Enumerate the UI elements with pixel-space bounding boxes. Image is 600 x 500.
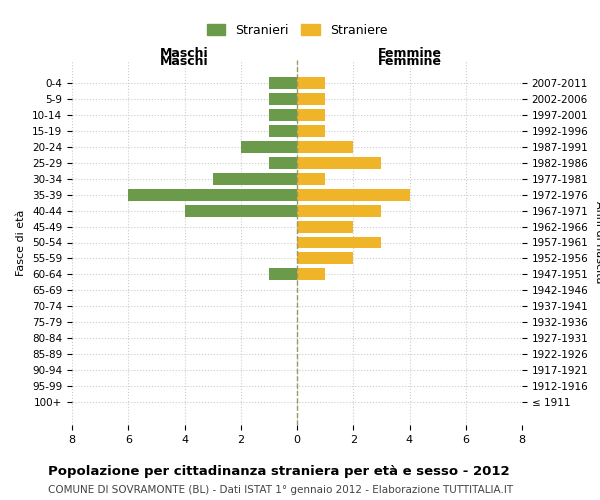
Text: Maschi: Maschi (160, 55, 209, 68)
Bar (297, 236, 382, 248)
Bar (297, 124, 325, 136)
Bar (297, 172, 325, 184)
Bar (269, 92, 297, 104)
Text: Femmine: Femmine (377, 47, 442, 60)
Y-axis label: Fasce di età: Fasce di età (16, 210, 26, 276)
Bar (297, 252, 353, 264)
Bar (297, 156, 382, 168)
Bar (297, 140, 353, 152)
Bar (297, 220, 353, 232)
Bar (269, 268, 297, 280)
Bar (297, 204, 382, 216)
Bar (269, 108, 297, 120)
Bar (212, 172, 297, 184)
Bar (297, 108, 325, 120)
Text: Maschi: Maschi (160, 47, 209, 60)
Bar (128, 188, 297, 200)
Text: Popolazione per cittadinanza straniera per età e sesso - 2012: Popolazione per cittadinanza straniera p… (48, 465, 509, 478)
Bar (297, 188, 409, 200)
Bar (269, 156, 297, 168)
Bar (185, 204, 297, 216)
Bar (297, 92, 325, 104)
Legend: Stranieri, Straniere: Stranieri, Straniere (202, 19, 392, 42)
Bar (241, 140, 297, 152)
Bar (297, 268, 325, 280)
Bar (269, 124, 297, 136)
Bar (297, 76, 325, 88)
Y-axis label: Anni di nascita: Anni di nascita (594, 201, 600, 284)
Text: COMUNE DI SOVRAMONTE (BL) - Dati ISTAT 1° gennaio 2012 - Elaborazione TUTTITALIA: COMUNE DI SOVRAMONTE (BL) - Dati ISTAT 1… (48, 485, 513, 495)
Bar (269, 76, 297, 88)
Text: Femmine: Femmine (377, 55, 442, 68)
